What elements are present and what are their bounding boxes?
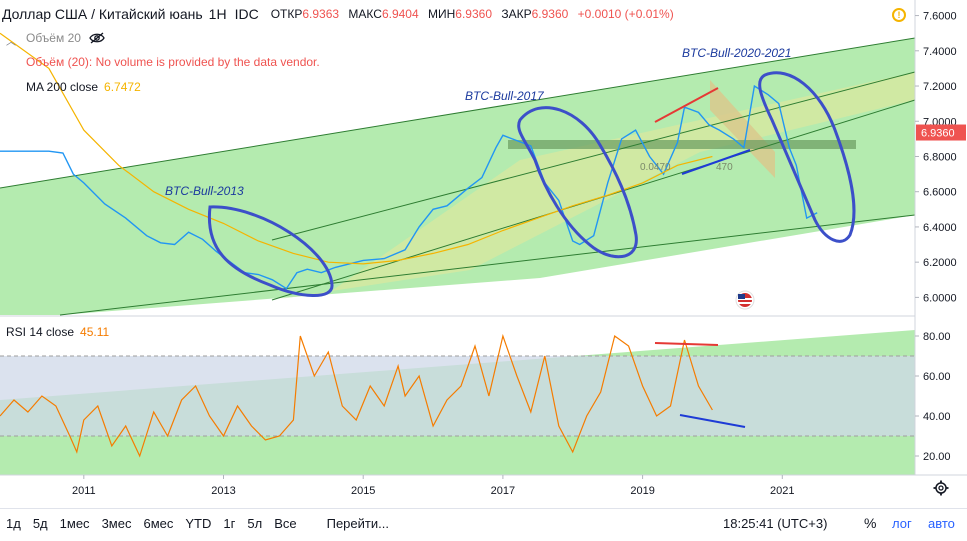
- volume-message: Объём (20): No volume is provided by the…: [26, 55, 320, 69]
- price-layer: [0, 32, 818, 290]
- rsi-axis: 80.00 60.00 40.00 20.00: [915, 331, 951, 463]
- collapse-arrow-icon[interactable]: ︿: [6, 37, 16, 48]
- range-1y[interactable]: 1г: [223, 515, 236, 531]
- volume-label: Объём 20: [26, 31, 81, 45]
- time-axis-bg[interactable]: [0, 475, 915, 507]
- rsi-tick-label: 60.00: [923, 371, 951, 383]
- ma-label: MA 200 close: [26, 80, 99, 94]
- us-flag-icon[interactable]: [735, 290, 755, 310]
- range-5d[interactable]: 5д: [32, 515, 48, 531]
- rsi-layer: [0, 333, 915, 458]
- last-price-label: 6.9360: [921, 128, 955, 140]
- symbol-header: Доллар США / Китайский юань 1H IDC ОТКР6…: [0, 3, 915, 25]
- rsi-label: RSI 14 close: [6, 325, 75, 339]
- ma200-line: [0, 32, 713, 265]
- price-tick-label: 7.6000: [923, 11, 957, 23]
- range-6m[interactable]: 6мес: [143, 515, 174, 531]
- channel-upper-line: [0, 37, 916, 189]
- rsi-line: [0, 333, 713, 458]
- price-axis: 7.60007.40007.20007.00006.80006.60006.40…: [915, 11, 966, 304]
- time-tick-label: 2019: [630, 485, 654, 497]
- circle-2017: [517, 106, 638, 259]
- range-1d[interactable]: 1д: [6, 515, 21, 531]
- rsi-legend[interactable]: RSI 14 close 45.11: [6, 325, 109, 339]
- ma-legend[interactable]: MA 200 close 6.7472: [26, 80, 141, 94]
- ma-value: 6.7472: [104, 80, 141, 94]
- last-price-tag: [916, 124, 966, 141]
- rsi-tick-label: 40.00: [923, 411, 951, 423]
- price-tick-label: 6.8000: [923, 151, 957, 163]
- time-tick-label: 2013: [211, 485, 235, 497]
- clock-timezone[interactable]: 18:25:41 (UTC+3): [723, 515, 828, 531]
- time-tick-label: 2015: [351, 485, 375, 497]
- circle-2013: [207, 205, 334, 297]
- ohlc-open-value: 6.9363: [302, 7, 340, 21]
- annotation-fib-1: 0.0470: [640, 162, 671, 173]
- symbol-source: IDC: [234, 6, 259, 22]
- hidden-eye-icon[interactable]: [89, 32, 105, 44]
- price-tick-label: 6.4000: [923, 222, 957, 234]
- time-tick-label: 2017: [491, 485, 515, 497]
- time-tick-label: 2011: [72, 485, 96, 497]
- bottom-toolbar: 1д 5д 1мес 3мес 6мес YTD 1г 5л Все Перей…: [0, 508, 967, 537]
- time-axis: 2011 2013 2015 2017 2019 2021: [72, 475, 795, 497]
- symbol-resolution[interactable]: 1H: [208, 6, 227, 22]
- range-all[interactable]: Все: [274, 515, 297, 531]
- auto-scale-toggle[interactable]: авто: [928, 515, 955, 531]
- price-tick-label: 6.6000: [923, 187, 957, 199]
- channel-lower-line: [59, 214, 916, 316]
- ohlc-close-value: 6.9360: [531, 7, 569, 21]
- red-trendline: [654, 87, 719, 123]
- volume-legend[interactable]: Объём 20: [26, 31, 105, 45]
- inner-channel-fill: [272, 72, 915, 300]
- range-1m[interactable]: 1мес: [59, 515, 90, 531]
- price-tick-label: 6.2000: [923, 257, 957, 269]
- price-axis-bg[interactable]: [915, 0, 967, 475]
- log-scale-toggle[interactable]: лог: [892, 515, 912, 531]
- price-tick-label: 6.0000: [923, 292, 957, 304]
- ohlc-low-label: МИН: [428, 7, 456, 21]
- symbol-title[interactable]: Доллар США / Китайский юань: [2, 6, 203, 22]
- alert-clock-icon[interactable]: !: [892, 8, 906, 22]
- ohlc-high-value: 6.9404: [381, 7, 419, 21]
- inner-channel-upper: [271, 71, 916, 241]
- rsi-tick-label: 80.00: [923, 331, 951, 343]
- rsi-tick-label: 20.00: [923, 451, 951, 463]
- price-tick-label: 7.2000: [923, 81, 957, 93]
- annotation-2017: BTC-Bull-2017: [465, 89, 545, 103]
- annotation-fib-2: 470: [716, 162, 733, 173]
- ohlc-high-label: МАКС: [348, 7, 382, 21]
- range-3m[interactable]: 3мес: [101, 515, 132, 531]
- ohlc-change-value: +0.0010 (+0.01%): [577, 7, 674, 21]
- time-tick-label: 2021: [770, 485, 794, 497]
- blue-trendline: [681, 149, 751, 175]
- rsi-red-trendline: [654, 342, 719, 346]
- ohlc-open-label: ОТКР: [270, 7, 303, 21]
- range-ytd[interactable]: YTD: [185, 515, 212, 531]
- settings-gear-icon[interactable]: [933, 480, 949, 496]
- percent-scale-toggle[interactable]: %: [864, 515, 877, 531]
- price-tick-label: 7.4000: [923, 46, 957, 58]
- annotation-2020: BTC-Bull-2020-2021: [682, 46, 791, 60]
- rsi-blue-trendline: [679, 414, 746, 428]
- ohlc-low-value: 6.9360: [455, 7, 492, 21]
- orange-box: [710, 80, 775, 178]
- circle-2020: [758, 71, 856, 243]
- range-5y[interactable]: 5л: [247, 515, 263, 531]
- rsi-band: [0, 356, 915, 436]
- rsi-value: 45.11: [80, 325, 110, 339]
- ohlc-close-label: ЗАКР: [501, 7, 532, 21]
- support-band: [508, 140, 856, 149]
- price-line: [0, 84, 818, 290]
- annotation-2013: BTC-Bull-2013: [165, 184, 244, 198]
- goto-date-button[interactable]: Перейти...: [326, 515, 389, 531]
- ohlc-values: ОТКР6.9363 МАКС6.9404 МИН6.9360 ЗАКР6.93…: [271, 7, 680, 21]
